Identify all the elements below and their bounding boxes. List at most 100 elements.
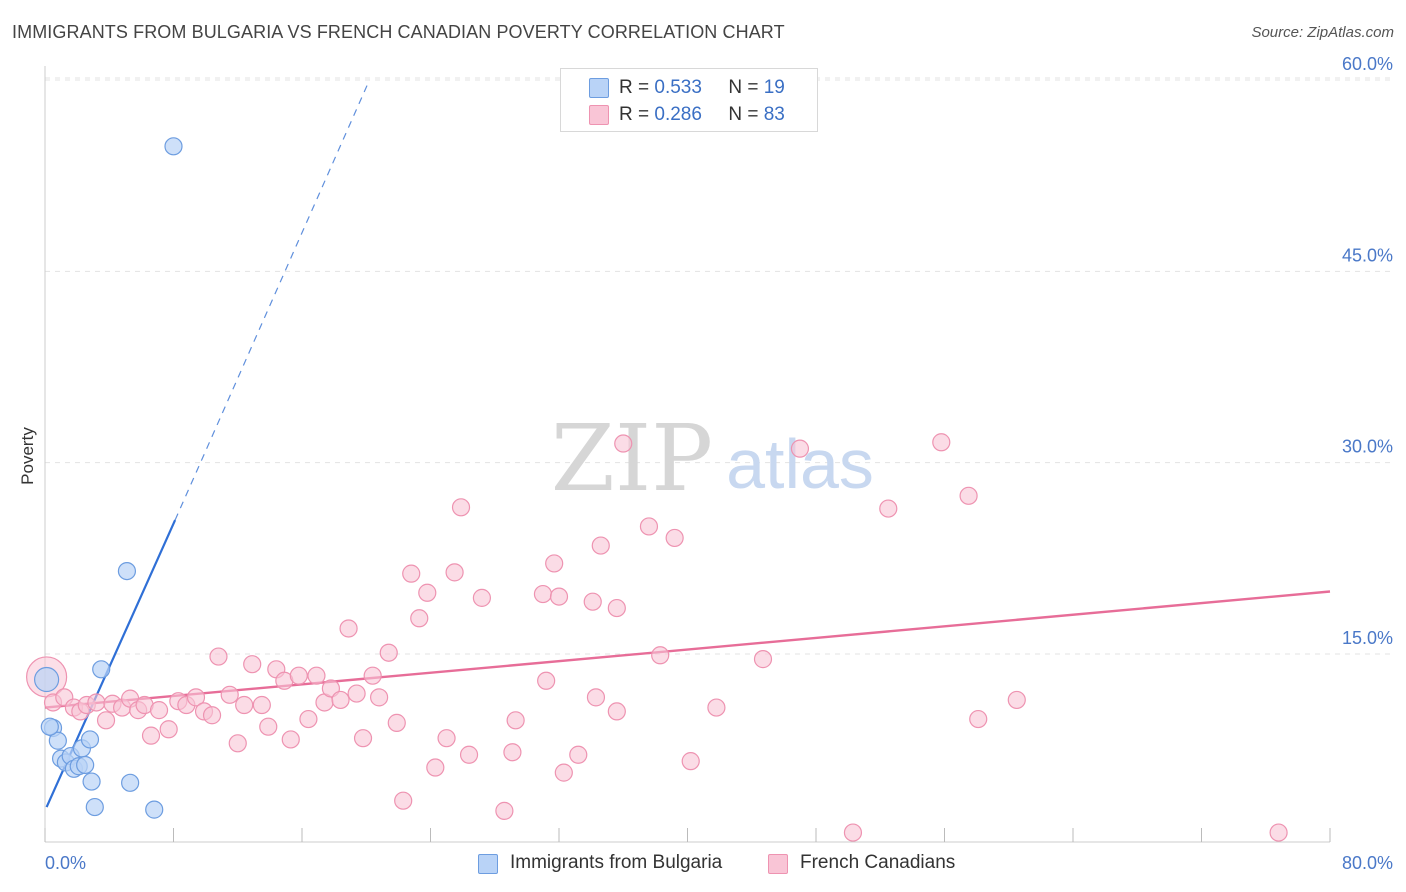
french-point <box>387 713 406 732</box>
french-point <box>339 619 358 638</box>
french-point <box>243 655 262 674</box>
y-tick-label: 30.0% <box>1342 437 1393 457</box>
french-point <box>289 666 308 685</box>
french-point <box>681 752 700 771</box>
french-point <box>331 690 350 710</box>
french-n-value: 83 <box>763 104 785 125</box>
french-point <box>843 823 863 842</box>
chart-source: Source: ZipAtlas.com <box>1251 24 1394 41</box>
french-point <box>186 688 206 707</box>
french-point <box>1007 690 1026 710</box>
french-point <box>969 709 988 729</box>
bulgaria-swatch <box>589 78 609 98</box>
french-point <box>426 758 445 777</box>
french-point <box>235 695 254 715</box>
french-r-value: 0.286 <box>654 104 702 125</box>
french-point <box>614 434 633 453</box>
bulgaria-r-value: 0.533 <box>654 77 702 98</box>
french-point <box>363 666 382 685</box>
french-point <box>472 588 491 607</box>
french-point <box>1269 823 1288 842</box>
french-legend-label: French Canadians <box>800 852 956 873</box>
french-point <box>545 554 564 573</box>
french-point <box>159 720 178 739</box>
french-point <box>753 650 773 669</box>
y-tick-labels: 15.0% 30.0% 45.0% 60.0% <box>1342 54 1393 648</box>
r-label: R = <box>619 104 650 125</box>
french-point <box>220 685 239 704</box>
bulgaria-points <box>34 137 183 819</box>
axes <box>44 66 1331 843</box>
french-point <box>252 695 271 715</box>
bulgaria-point <box>82 772 101 791</box>
french-point <box>583 592 602 611</box>
french-point <box>459 745 479 764</box>
french-point <box>790 439 810 458</box>
r-label: R = <box>619 77 650 98</box>
french-point <box>932 433 951 452</box>
french-point <box>451 498 471 517</box>
french-point <box>537 671 556 690</box>
french-swatch <box>589 105 609 125</box>
french-point <box>607 702 626 721</box>
bulgaria-point <box>145 800 164 819</box>
bulgaria-point <box>85 797 104 817</box>
french-point <box>586 688 606 707</box>
french-point <box>879 499 898 518</box>
bulgaria-point <box>117 561 137 581</box>
french-trend-line <box>44 590 1331 709</box>
watermark-zip: ZIP <box>551 405 713 512</box>
french-point <box>299 709 318 729</box>
french-point <box>370 688 389 707</box>
bulgaria-trend-extension <box>174 79 371 521</box>
y-axis-label: Poverty <box>18 427 37 485</box>
french-canadians-points <box>26 433 1288 842</box>
french-point <box>410 609 429 628</box>
french-point <box>418 583 437 602</box>
bulgaria-point <box>80 730 100 749</box>
french-point <box>495 801 514 820</box>
french-point <box>437 729 456 748</box>
french-point <box>707 698 726 717</box>
n-label: N = <box>728 77 759 98</box>
french-legend-swatch <box>768 854 788 874</box>
y-tick-label: 45.0% <box>1342 245 1393 265</box>
bulgaria-point <box>164 137 183 156</box>
bulgaria-legend-swatch <box>478 854 498 874</box>
french-point <box>259 717 278 736</box>
french-point <box>228 734 247 753</box>
french-point <box>554 763 573 782</box>
french-point <box>959 486 978 505</box>
french-point <box>591 536 610 555</box>
french-point <box>209 647 228 666</box>
french-point <box>307 666 326 685</box>
french-point <box>394 791 413 810</box>
french-point <box>353 729 373 748</box>
y-tick-label: 15.0% <box>1342 628 1393 648</box>
n-label: N = <box>728 104 759 125</box>
y-tick-label: 60.0% <box>1342 54 1393 74</box>
bulgaria-point <box>121 773 140 792</box>
watermark-atlas: atlas <box>726 425 874 503</box>
bulgaria-point <box>40 717 59 736</box>
french-point <box>149 701 169 720</box>
french-point <box>569 745 588 764</box>
french-point <box>347 684 366 703</box>
french-point <box>506 711 525 730</box>
french-point <box>503 743 522 762</box>
french-point <box>665 528 684 548</box>
french-point <box>281 730 300 749</box>
french-point <box>639 517 659 536</box>
bulgaria-point <box>34 666 60 693</box>
french-point <box>202 706 222 725</box>
french-point <box>607 598 626 618</box>
correlation-legend: R = 0.533 N = 19 R = 0.286 N = 83 <box>560 68 818 132</box>
grid-lines <box>45 77 1392 655</box>
chart-title: IMMIGRANTS FROM BULGARIA VS FRENCH CANAD… <box>12 22 785 42</box>
x-tick-label-max: 80.0% <box>1342 853 1393 873</box>
french-point <box>549 587 569 606</box>
french-point <box>87 693 106 712</box>
x-tick-label-min: 0.0% <box>45 853 86 873</box>
french-point <box>533 584 553 604</box>
